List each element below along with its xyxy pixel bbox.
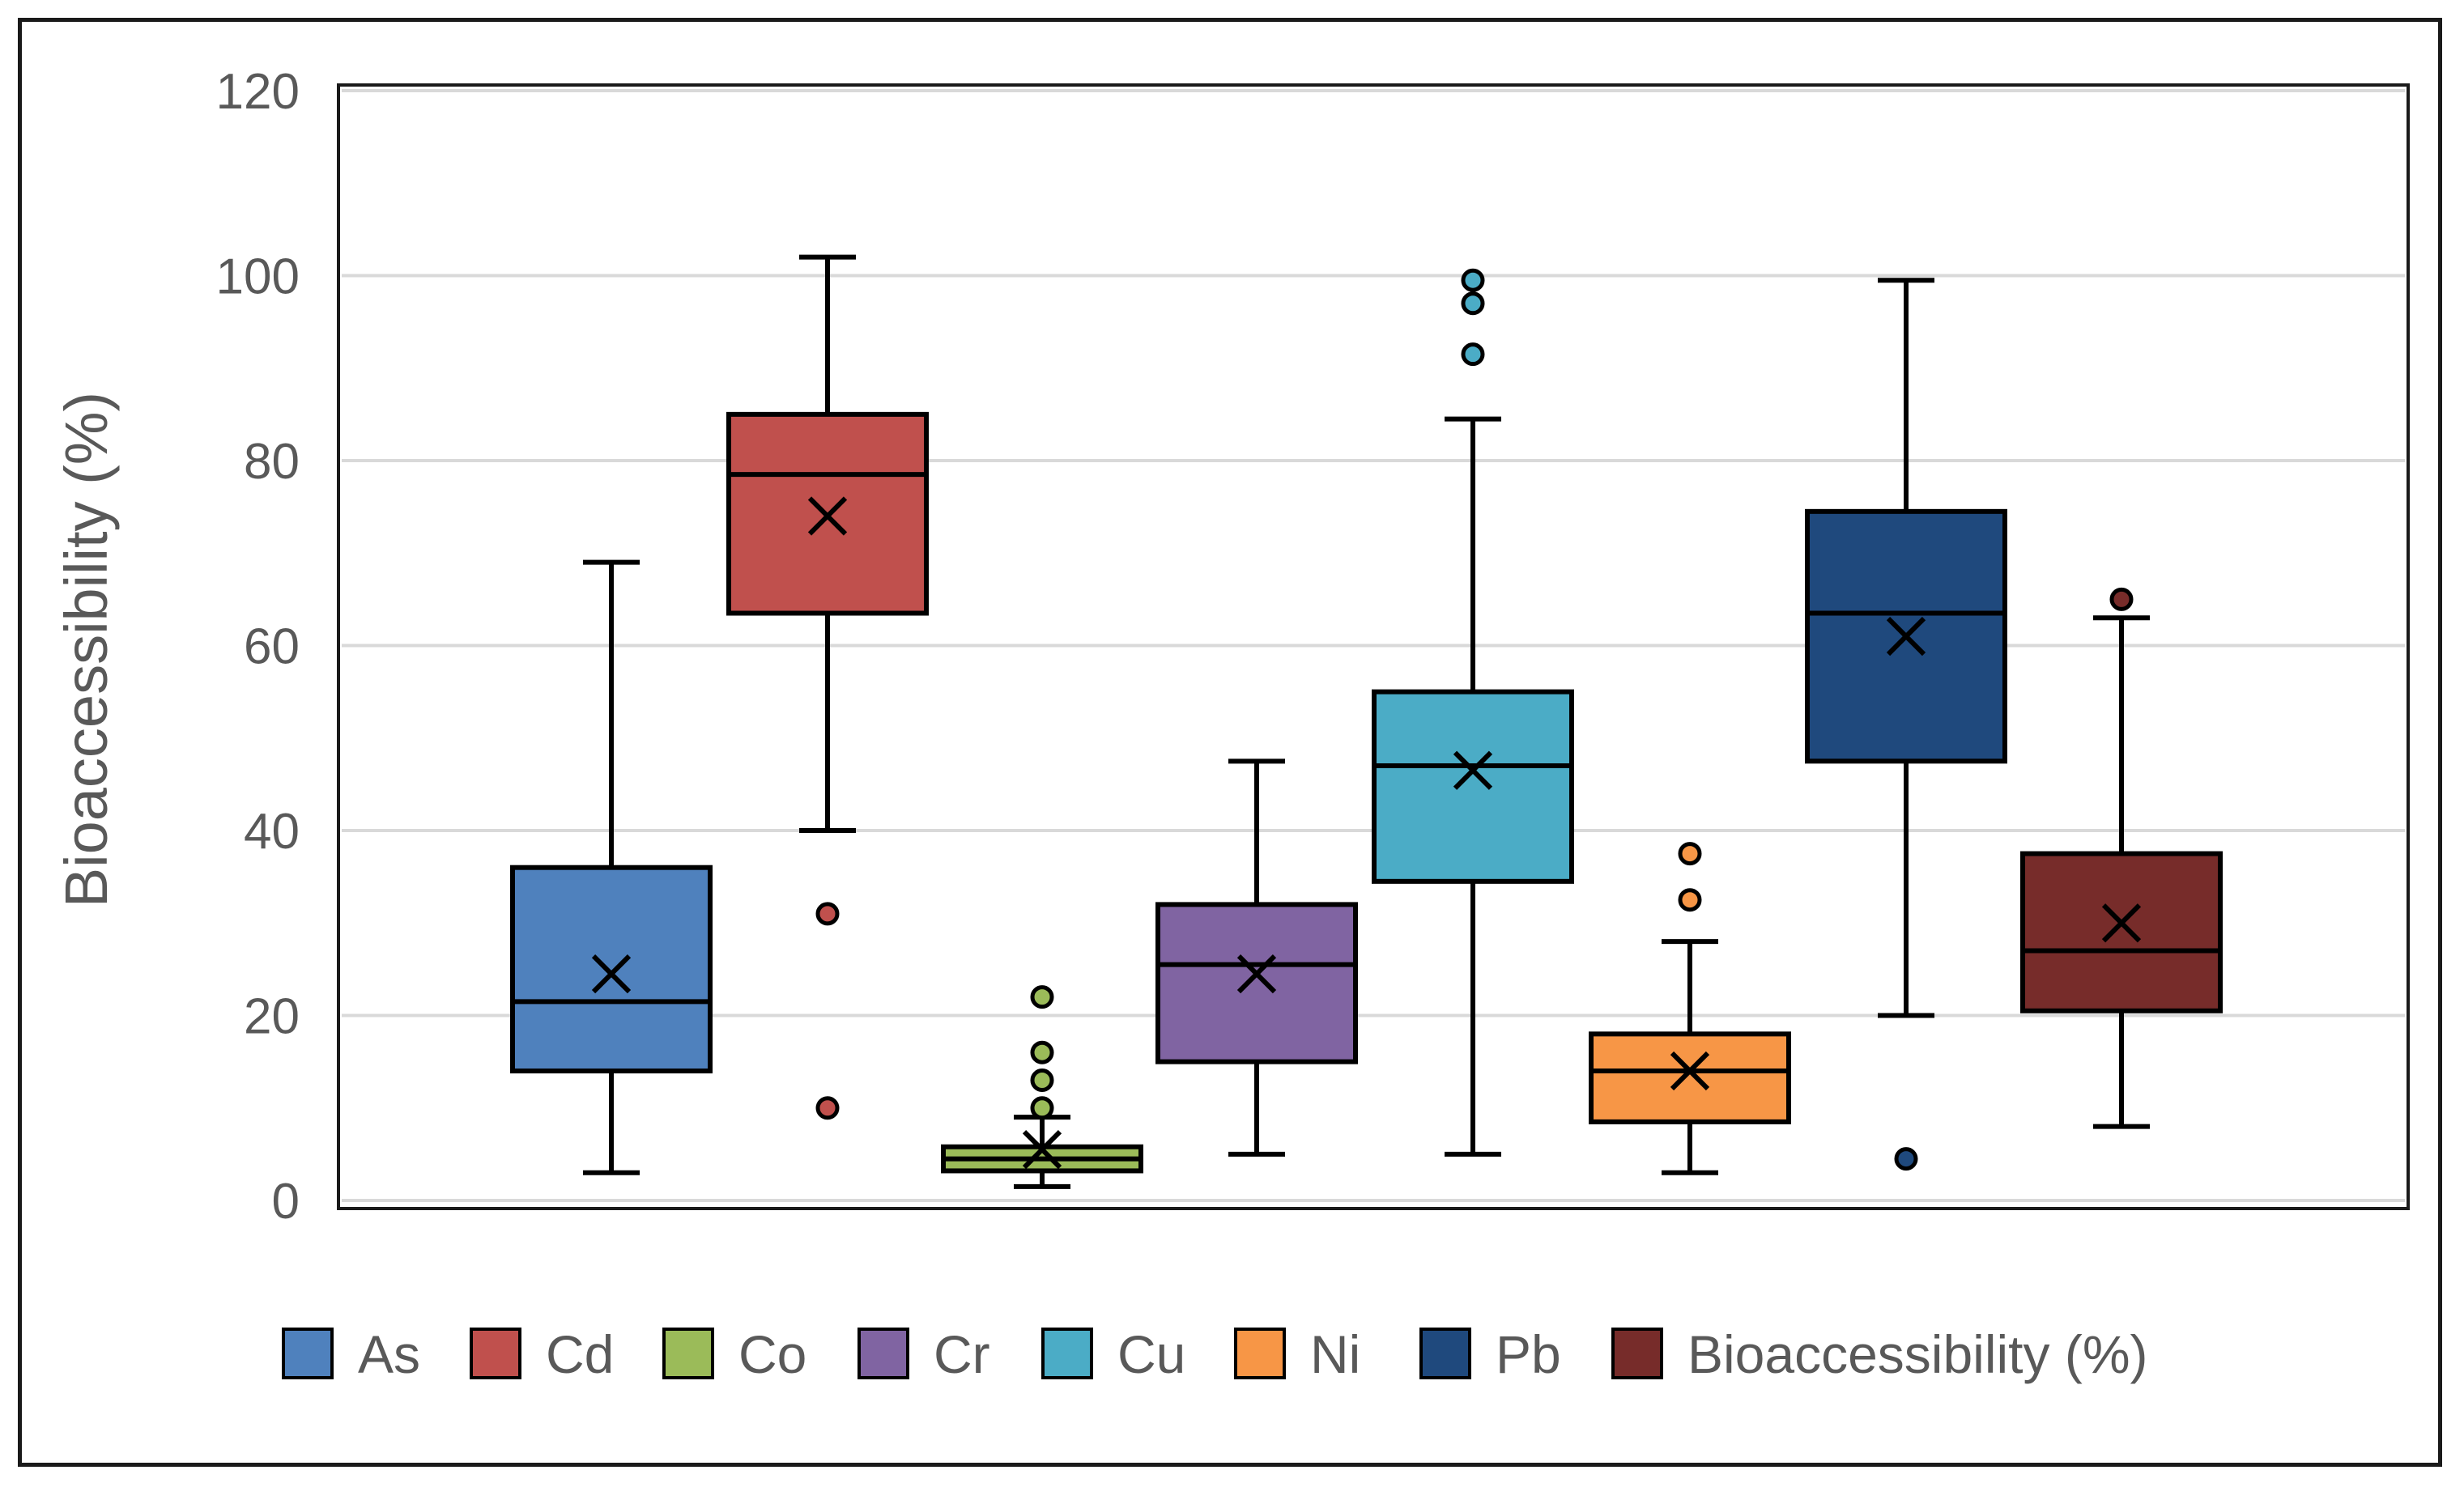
y-tick-label: 120 (216, 64, 300, 120)
y-tick-label: 100 (216, 249, 300, 305)
y-tick-label: 0 (272, 1174, 300, 1230)
outlier-point (2109, 587, 2134, 611)
legend-swatch (858, 1328, 909, 1379)
legend-item: Cd (470, 1324, 614, 1384)
mean-marker (1236, 954, 1277, 994)
plot-area-border (337, 83, 2410, 1210)
legend-label: Bioaccessibility (%) (1687, 1324, 2147, 1384)
legend-item: As (282, 1324, 420, 1384)
y-tick-label: 20 (244, 989, 300, 1045)
box-co (941, 985, 1143, 1189)
box-as (510, 559, 713, 1175)
outlier-point (1030, 1096, 1054, 1120)
box-cu (1372, 268, 1574, 1157)
outlier-point (815, 902, 840, 926)
outlier-point (815, 1096, 840, 1120)
legend-label: Cu (1117, 1324, 1185, 1384)
iqr-box (1372, 689, 1574, 884)
outlier-point (1678, 888, 1702, 912)
y-axis-ticks: 0 20 40 60 80 100 120 (216, 64, 300, 1230)
legend: As Cd Co Cr Cu Ni Pb Bioaccessibility (%) (282, 1324, 2147, 1384)
legend-label: Ni (1310, 1324, 1360, 1384)
mean-marker (1886, 616, 1926, 656)
mean-marker-stroke (1236, 954, 1277, 994)
mean-marker-stroke (1886, 616, 1926, 656)
mean-marker-stroke (1670, 1051, 1710, 1091)
legend-swatch (662, 1328, 714, 1379)
mean-marker (1022, 1130, 1062, 1170)
outlier-point (1678, 842, 1702, 866)
legend-label: Cd (546, 1324, 614, 1384)
box-series (510, 254, 2223, 1189)
outlier-point (1461, 342, 1485, 367)
legend-item: Co (662, 1324, 806, 1384)
y-axis-title: Bioaccessibility (%) (53, 392, 120, 907)
mean-marker (1453, 750, 1493, 790)
box-cd (726, 254, 929, 1120)
iqr-box (1155, 902, 1358, 1064)
box-cr (1155, 758, 1358, 1157)
legend-swatch (1041, 1328, 1093, 1379)
mean-marker-stroke (2101, 903, 2142, 943)
mean-marker (2101, 903, 2142, 943)
legend-item: Bioaccessibility (%) (1611, 1324, 2147, 1384)
iqr-box (2020, 851, 2223, 1013)
iqr-box (510, 865, 713, 1074)
chart-frame (18, 18, 2442, 1467)
outlier-point (1461, 268, 1485, 292)
legend-item: Ni (1234, 1324, 1360, 1384)
mean-marker (1670, 1051, 1710, 1091)
legend-label: Pb (1496, 1324, 1561, 1384)
box-bioaccessibility (2020, 587, 2223, 1129)
mean-marker (591, 954, 632, 994)
y-tick-label: 40 (244, 804, 300, 860)
mean-marker-stroke (1453, 750, 1493, 790)
box-ni (1589, 842, 1791, 1175)
legend-swatch (282, 1328, 334, 1379)
legend-label: As (358, 1324, 420, 1384)
outlier-point (1894, 1147, 1918, 1171)
mean-marker-stroke (807, 496, 848, 536)
outlier-point (1030, 1068, 1054, 1092)
iqr-box (1589, 1031, 1791, 1124)
box-pb (1805, 278, 2007, 1171)
legend-swatch (470, 1328, 521, 1379)
outlier-point (1461, 291, 1485, 316)
legend-swatch (1611, 1328, 1663, 1379)
legend-swatch (1419, 1328, 1471, 1379)
legend-label: Co (738, 1324, 806, 1384)
legend-swatch (1234, 1328, 1286, 1379)
mean-marker (807, 496, 848, 536)
outlier-point (1030, 985, 1054, 1009)
mean-marker-stroke (591, 954, 632, 994)
y-tick-label: 80 (244, 434, 300, 490)
legend-item: Cr (858, 1324, 990, 1384)
y-tick-label: 60 (244, 619, 300, 675)
legend-label: Cr (934, 1324, 990, 1384)
legend-item: Cu (1041, 1324, 1185, 1384)
outlier-point (1030, 1040, 1054, 1064)
mean-marker-stroke (1022, 1130, 1062, 1170)
legend-item: Pb (1419, 1324, 1561, 1384)
